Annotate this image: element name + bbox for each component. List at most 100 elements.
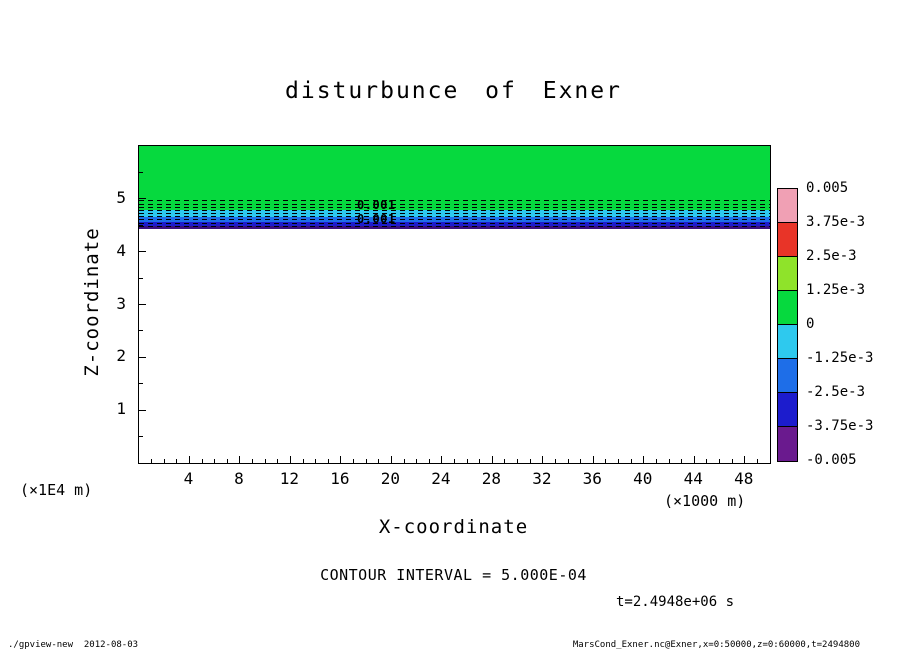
contour-line [139,206,770,208]
footer-source-text: MarsCond_Exner.nc@Exner,x=0:50000,z=0:60… [572,640,860,650]
x-minor-tick [466,459,468,463]
x-minor-tick [567,459,569,463]
x-minor-tick [264,459,266,463]
contour-line [139,213,770,215]
x-minor-tick [479,459,481,463]
colorbar-tick-label: 0.005 [806,180,849,196]
x-minor-tick [756,459,758,463]
x-minor-tick [630,459,632,463]
x-tick-label: 36 [582,469,602,488]
time-annotation: t=2.4948e+06 s [616,594,735,610]
x-tick-label: 8 [234,469,244,488]
y-tick-label: 5 [116,187,126,207]
x-minor-tick [655,459,657,463]
x-minor-tick [327,459,329,463]
tone-band [139,216,770,223]
colorbar-tick-label: -0.005 [806,452,857,468]
x-major-tick [239,456,241,463]
x-minor-tick [719,459,721,463]
x-minor-tick [580,459,582,463]
contour-line [139,219,770,221]
x-tick-label: 32 [532,469,552,488]
x-minor-tick [605,459,607,463]
y-minor-tick [139,224,143,226]
y-minor-tick [139,383,143,385]
x-minor-tick [353,459,355,463]
x-tick-label: 12 [279,469,300,488]
x-minor-tick [529,459,531,463]
footer-command-text: ./gpview-new 2012-08-03 [8,640,139,650]
x-tick-label: 44 [683,469,703,488]
x-axis-unit: (×1000 m) [664,492,746,510]
tone-band [139,226,770,229]
contour-line [139,222,770,224]
y-tick-label: 1 [116,399,126,419]
x-major-tick [744,456,746,463]
x-tick-label: 48 [734,469,754,488]
x-minor-tick [176,459,178,463]
x-minor-tick [252,459,254,463]
chart-title: disturbunce of Exner [285,78,622,104]
x-major-tick [542,456,544,463]
y-major-tick [139,409,146,411]
colorbar-segment [778,257,797,291]
colorbar-segment [778,359,797,393]
y-major-tick [139,198,146,200]
x-major-tick [441,456,443,463]
colorbar-tick-label: -1.25e-3 [806,350,874,366]
x-minor-tick [315,459,317,463]
x-minor-tick [151,459,153,463]
x-minor-tick [403,459,405,463]
tone-band [139,146,770,211]
x-major-tick [390,456,392,463]
x-tick-label: 40 [633,469,653,488]
x-major-tick [188,456,190,463]
x-major-tick [491,456,493,463]
colorbar [777,188,798,462]
colorbar-segment [778,427,797,461]
y-tick-label: 3 [116,293,126,313]
x-minor-tick [731,459,733,463]
contour-value-label: 0.001 [357,212,396,226]
x-tick-label: 16 [330,469,350,488]
colorbar-segment [778,189,797,223]
colorbar-tick-label: 0 [806,316,815,332]
colorbar-segment [778,325,797,359]
y-tick-label: 2 [116,346,126,366]
colorbar-tick-label: -2.5e-3 [806,384,866,400]
y-minor-tick [139,330,143,332]
contour-interval-text: CONTOUR INTERVAL = 5.000E-04 [320,566,587,584]
x-minor-tick [365,459,367,463]
x-minor-tick [378,459,380,463]
x-minor-tick [416,459,418,463]
x-tick-label: 4 [183,469,194,488]
x-minor-tick [302,459,304,463]
x-tick-label: 24 [431,469,451,488]
x-major-tick [643,456,645,463]
colorbar-tick-label: -3.75e-3 [806,418,874,434]
y-major-tick [139,251,146,253]
colorbar-tick-label: 1.25e-3 [806,282,866,298]
x-minor-tick [504,459,506,463]
x-minor-tick [618,459,620,463]
y-tick-label: 4 [116,240,126,260]
x-minor-tick [201,459,203,463]
x-minor-tick [214,459,216,463]
colorbar-tick-label: 3.75e-3 [806,214,866,230]
x-minor-tick [517,459,519,463]
x-minor-tick [706,459,708,463]
x-minor-tick [226,459,228,463]
y-minor-tick [139,436,143,438]
contour-value-label: 0.001 [357,198,396,212]
y-axis-unit: (×1E4 m) [20,481,93,499]
contour-line [139,203,770,205]
colorbar-segment [778,393,797,427]
x-major-tick [592,456,594,463]
x-minor-tick [668,459,670,463]
x-minor-tick [163,459,165,463]
x-major-tick [693,456,695,463]
contour-line [139,216,770,218]
colorbar-segment [778,223,797,257]
x-minor-tick [428,459,430,463]
